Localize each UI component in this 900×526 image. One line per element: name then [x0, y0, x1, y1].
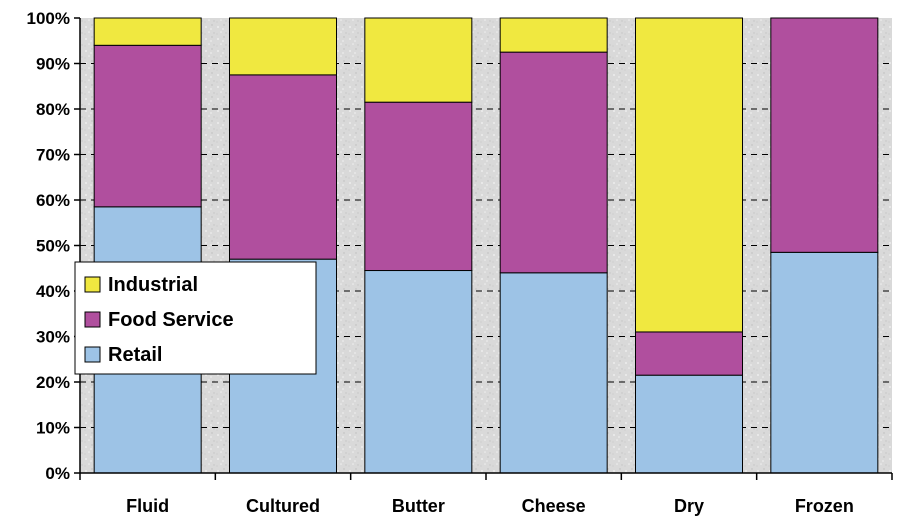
axes	[74, 17, 893, 480]
legend-box	[74, 261, 317, 375]
legend-swatch-retail	[84, 346, 101, 363]
bar-segment-food-service-cheese	[499, 51, 608, 274]
legend-swatch-food-service	[84, 311, 101, 328]
y-tick-label: 80%	[36, 100, 70, 119]
x-tick-label-frozen: Frozen	[795, 496, 854, 516]
y-tick-label: 70%	[36, 146, 70, 165]
legend-label-industrial: Industrial	[108, 274, 198, 296]
bar-segment-retail-dry	[635, 374, 743, 474]
x-tick-label-cultured: Cultured	[246, 496, 320, 516]
legend-label-retail: Retail	[108, 344, 162, 366]
x-tick-label-cheese: Cheese	[522, 496, 586, 516]
bar-segment-retail-butter	[364, 270, 473, 474]
y-tick-label: 10%	[36, 419, 70, 438]
bars	[93, 17, 879, 474]
legend-label-food-service: Food Service	[108, 309, 234, 331]
x-tick-label-fluid: Fluid	[126, 496, 169, 516]
bar-segment-retail-cheese	[499, 272, 608, 474]
bar-segment-retail-frozen	[770, 251, 879, 474]
y-tick-label: 100%	[27, 9, 70, 28]
y-tick-label: 50%	[36, 237, 70, 256]
bar-segment-food-service-butter	[364, 101, 473, 272]
y-tick-label: 60%	[36, 191, 70, 210]
bar-segment-industrial-cultured	[229, 17, 337, 76]
legend: Industrial Food Service Retail	[74, 261, 317, 375]
bar-segment-industrial-cheese	[499, 17, 608, 53]
y-tick-label: 30%	[36, 328, 70, 347]
x-tick-label-dry: Dry	[674, 496, 704, 516]
legend-swatch-industrial	[84, 276, 101, 293]
y-tick-label: 90%	[36, 55, 70, 74]
bar-segment-industrial-dry	[635, 17, 743, 333]
y-tick-label: 0%	[45, 464, 70, 483]
bar-segment-food-service-dry	[635, 331, 743, 376]
y-tick-labels: 0% 10% 20% 30% 40% 50% 60% 70% 80% 90% 100%	[27, 9, 70, 483]
bar-segment-food-service-frozen	[770, 17, 879, 253]
y-tick-label: 40%	[36, 282, 70, 301]
x-tick-labels: Fluid Cultured Butter Cheese Dry Frozen	[126, 496, 854, 516]
y-tick-label: 20%	[36, 373, 70, 392]
x-tick-label-butter: Butter	[392, 496, 445, 516]
bar-segment-food-service-cultured	[229, 74, 337, 260]
bar-segment-food-service-fluid	[93, 44, 202, 208]
bar-segment-industrial-fluid	[93, 17, 202, 46]
bar-segment-industrial-butter	[364, 17, 473, 103]
